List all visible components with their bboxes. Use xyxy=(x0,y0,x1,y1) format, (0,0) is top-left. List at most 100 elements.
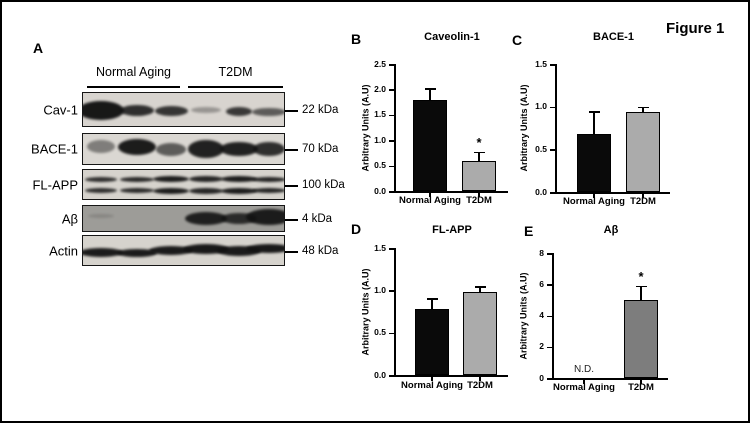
y-tick-label: 1.5 xyxy=(535,58,547,69)
nd-label: N.D. xyxy=(574,364,594,375)
error-bar-cap xyxy=(424,88,436,90)
blot-band xyxy=(117,248,157,257)
x-tick xyxy=(429,193,431,197)
y-tick xyxy=(550,192,555,194)
y-tick-label: 0.0 xyxy=(374,185,386,196)
y-tick-label: 2 xyxy=(539,341,544,352)
blot-band xyxy=(183,243,229,254)
y-tick xyxy=(547,315,552,318)
y-tick-label: 0.5 xyxy=(535,143,547,154)
panel-b: B Caveolin-1 0.0 0.5 1.0 1.5 2.0 2.5 Arbitrary… xyxy=(345,25,517,225)
kda-label-cav1: 22 kDa xyxy=(302,103,339,116)
group-header-t2dm: T2DM xyxy=(218,65,253,79)
data-bar xyxy=(463,292,497,375)
y-tick-label: 0.5 xyxy=(374,327,386,338)
error-bar-line xyxy=(642,106,644,112)
y-tick-label: 0.0 xyxy=(535,186,547,197)
x-category-label: Normal Aging xyxy=(399,195,461,206)
y-tick-label: 1.0 xyxy=(374,284,386,295)
blot-band xyxy=(220,142,258,156)
y-tick-label: 2.5 xyxy=(374,58,386,69)
blot-band xyxy=(85,187,117,193)
x-category-label: T2DM xyxy=(467,380,493,391)
kda-dash xyxy=(285,250,298,253)
blot-band xyxy=(120,176,154,182)
blot-label-actin: Actin xyxy=(49,243,78,258)
blot-band xyxy=(153,187,189,194)
blot-band xyxy=(189,187,223,194)
blot-band xyxy=(156,142,186,156)
y-tick-label: 1.5 xyxy=(374,109,386,120)
panel-d-title: FL-APP xyxy=(432,224,472,236)
data-bar xyxy=(415,308,449,375)
panel-d-letter: D xyxy=(351,221,362,237)
y-tick-label: 1.0 xyxy=(374,134,386,145)
blot-image-flapp xyxy=(82,169,285,200)
kda-label-bace1: 70 kDa xyxy=(302,143,339,155)
y-axis-line xyxy=(552,253,554,380)
y-tick xyxy=(550,149,555,151)
data-bar xyxy=(626,111,660,192)
blot-band xyxy=(120,105,154,116)
error-bar-line xyxy=(593,110,595,134)
panel-a-letter: A xyxy=(33,40,44,56)
y-tick-label: 1.5 xyxy=(374,242,386,253)
kda-label-actin: 48 kDa xyxy=(302,244,339,257)
kda-label-abeta: 4 kDa xyxy=(302,212,333,225)
blot-band xyxy=(191,106,221,113)
y-tick xyxy=(547,284,552,286)
blot-band xyxy=(153,175,189,182)
blot-band xyxy=(83,101,124,120)
x-tick xyxy=(583,380,585,384)
y-tick-label: 0.5 xyxy=(374,160,386,171)
x-category-label: Normal Aging xyxy=(563,196,625,207)
y-axis-line xyxy=(394,248,396,377)
y-axis-title: Arbitrary Units (A.U) xyxy=(518,272,528,360)
panel-d: D FL-APP 0.0 0.5 1.0 1.5 Arbitrary Units (A.… xyxy=(345,215,517,415)
error-bar-line xyxy=(479,286,481,293)
y-tick-label: 2.0 xyxy=(374,83,386,94)
panel-b-title: Caveolin-1 xyxy=(424,31,480,43)
x-category-label: Normal Aging xyxy=(553,382,615,393)
kda-dash xyxy=(285,184,298,187)
significance-star: * xyxy=(638,268,644,284)
y-tick-label: 6 xyxy=(539,278,544,289)
significance-star: * xyxy=(476,134,482,150)
kda-dash xyxy=(285,218,298,221)
y-tick xyxy=(389,191,394,193)
blot-band xyxy=(252,107,284,116)
blot-band xyxy=(221,175,257,182)
data-bar xyxy=(413,99,447,191)
blot-band xyxy=(226,107,252,116)
blot-band xyxy=(189,175,223,182)
panel-e: E Aβ 0 2 4 6 8 Arbitrary Units (A.U) Normal Ag… xyxy=(508,215,680,415)
error-bar-cap xyxy=(473,151,485,154)
kda-dash xyxy=(285,149,298,151)
panel-c-title: BACE-1 xyxy=(593,31,634,43)
x-axis-line xyxy=(552,378,668,380)
blot-row-flapp: FL-APP 100 kDa xyxy=(0,169,360,200)
y-axis-line xyxy=(394,64,396,193)
error-bar-line xyxy=(429,88,431,100)
panel-d-plot: 0.0 0.5 1.0 1.5 Arbitrary Units (A.U) Normal … xyxy=(345,215,517,415)
x-axis-line xyxy=(394,375,508,377)
error-bar-cap xyxy=(637,106,649,109)
y-tick xyxy=(389,332,394,335)
blot-image-bace1 xyxy=(82,133,285,165)
error-bar-line xyxy=(431,297,433,309)
figure-label: Figure 1 xyxy=(666,20,725,37)
data-bar xyxy=(624,299,658,378)
blot-band xyxy=(188,140,224,158)
blot-image-cav1 xyxy=(82,92,285,127)
panel-c: C BACE-1 0.0 0.5 1.0 1.5 Arbitrary Units (A.… xyxy=(508,25,680,225)
y-tick-label: 0 xyxy=(539,372,544,383)
blot-row-bace1: BACE-1 70 kDa xyxy=(0,133,360,165)
y-tick xyxy=(389,140,394,142)
data-bar xyxy=(462,160,496,191)
blot-band xyxy=(120,187,154,193)
y-tick xyxy=(547,253,552,255)
y-tick-label: 1.0 xyxy=(535,101,547,112)
x-category-label: T2DM xyxy=(630,196,656,207)
blot-band xyxy=(154,105,188,116)
